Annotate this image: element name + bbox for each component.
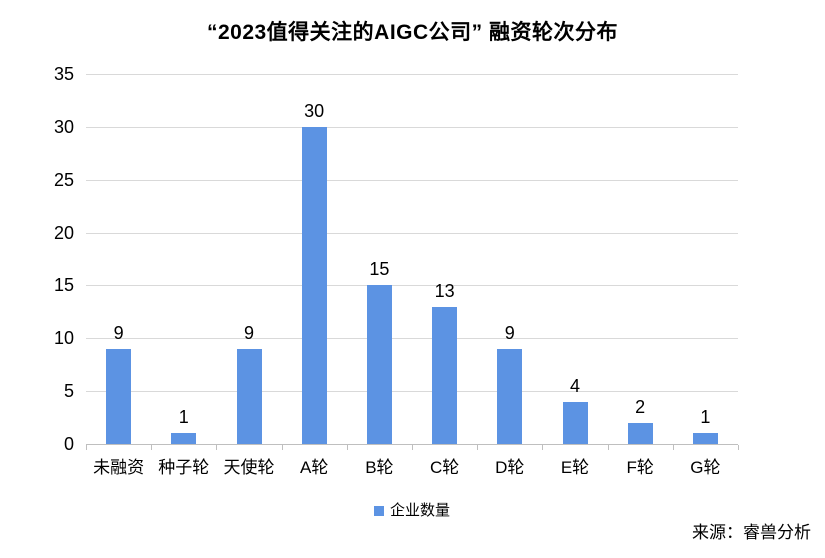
x-axis-tick (346, 445, 348, 450)
gridline (86, 285, 738, 287)
bar (432, 306, 458, 444)
x-axis-category-label: D轮 (495, 458, 525, 477)
y-axis-tick-label: 30 (53, 116, 74, 137)
gridline (86, 179, 738, 181)
x-axis-tick (86, 445, 87, 450)
x-axis-category-label: 未融资 (93, 458, 145, 477)
bar-value-label: 4 (569, 375, 580, 396)
gridline (86, 74, 738, 75)
gridline (86, 391, 738, 393)
x-axis-category-label: E轮 (560, 458, 590, 477)
legend-swatch-icon (373, 506, 384, 516)
y-axis-tick-label: 0 (63, 434, 74, 454)
x-axis-tick (412, 445, 413, 450)
bar (497, 348, 523, 444)
x-axis-tick (738, 445, 739, 450)
bar (236, 348, 262, 444)
gridline (86, 232, 738, 234)
bar (301, 126, 327, 444)
x-axis-category-label: F轮 (626, 458, 654, 477)
bar-value-label: 13 (434, 280, 455, 301)
bar-value-label: 9 (243, 322, 254, 343)
bar-value-label: 2 (635, 396, 646, 417)
y-axis-tick-label: 20 (53, 222, 74, 243)
x-axis-category-label: G轮 (690, 458, 721, 477)
x-axis-category-label: A轮 (300, 458, 329, 477)
bar-value-label: 9 (504, 322, 515, 343)
bar (627, 422, 653, 444)
y-axis-tick-label: 5 (63, 381, 74, 402)
x-axis-category-label: B轮 (365, 458, 394, 477)
bar (366, 285, 392, 444)
gridline (86, 126, 738, 128)
bar (106, 348, 132, 444)
x-axis-tick (151, 445, 153, 450)
x-axis-tick (477, 445, 479, 450)
y-axis-tick-label: 35 (53, 64, 74, 84)
x-axis-line (86, 444, 738, 445)
bar-value-label: 1 (178, 407, 189, 428)
bar-value-label: 9 (113, 322, 124, 343)
x-axis-tick (607, 445, 609, 450)
x-axis-tick (672, 445, 674, 450)
x-axis-tick (281, 445, 283, 450)
source-note: 来源：睿兽分析 (692, 523, 811, 542)
gridline (86, 338, 738, 340)
legend-label: 企业数量 (389, 502, 450, 519)
bar (692, 433, 718, 444)
bar-value-label: 15 (369, 259, 390, 280)
x-axis-category-label: 天使轮 (223, 458, 275, 477)
x-axis-category-label: 种子轮 (158, 458, 210, 477)
chart-title: “2023值得关注的AIGC公司” 融资轮次分布 (206, 21, 619, 44)
legend: 企业数量 (86, 502, 738, 520)
x-axis-tick (542, 445, 544, 450)
bar-value-label: 1 (700, 407, 711, 428)
bar (562, 401, 588, 444)
y-axis-tick-label: 15 (53, 275, 74, 296)
x-axis-tick (216, 445, 218, 450)
y-axis-tick-label: 10 (53, 328, 74, 349)
bar-value-label: 30 (304, 100, 325, 121)
bar (171, 433, 197, 444)
y-axis-tick-label: 25 (53, 169, 74, 190)
x-axis-category-label: C轮 (429, 458, 460, 477)
